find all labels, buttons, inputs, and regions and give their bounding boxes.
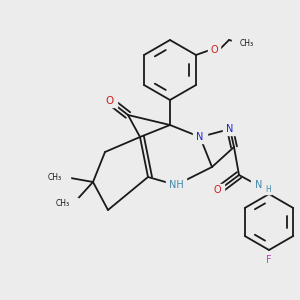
Bar bbox=[210, 184, 224, 196]
Text: CH₃: CH₃ bbox=[48, 172, 62, 182]
Text: N: N bbox=[226, 124, 234, 134]
Text: F: F bbox=[266, 255, 272, 265]
Text: CH₃: CH₃ bbox=[240, 40, 254, 49]
Text: NH: NH bbox=[169, 180, 183, 190]
Text: CH₃: CH₃ bbox=[56, 200, 70, 208]
Bar bbox=[232, 38, 262, 50]
Bar bbox=[193, 131, 207, 143]
Text: O: O bbox=[106, 96, 114, 106]
Text: O: O bbox=[210, 45, 218, 55]
Bar bbox=[103, 95, 117, 107]
Bar bbox=[48, 198, 78, 210]
Text: N: N bbox=[196, 132, 204, 142]
Text: O: O bbox=[213, 185, 221, 195]
Bar bbox=[208, 44, 220, 56]
Text: H: H bbox=[265, 185, 271, 194]
Bar bbox=[251, 180, 271, 194]
Bar bbox=[40, 171, 70, 183]
Text: N: N bbox=[255, 180, 263, 190]
Bar bbox=[261, 254, 277, 266]
Bar bbox=[166, 178, 186, 192]
Bar bbox=[223, 123, 237, 135]
